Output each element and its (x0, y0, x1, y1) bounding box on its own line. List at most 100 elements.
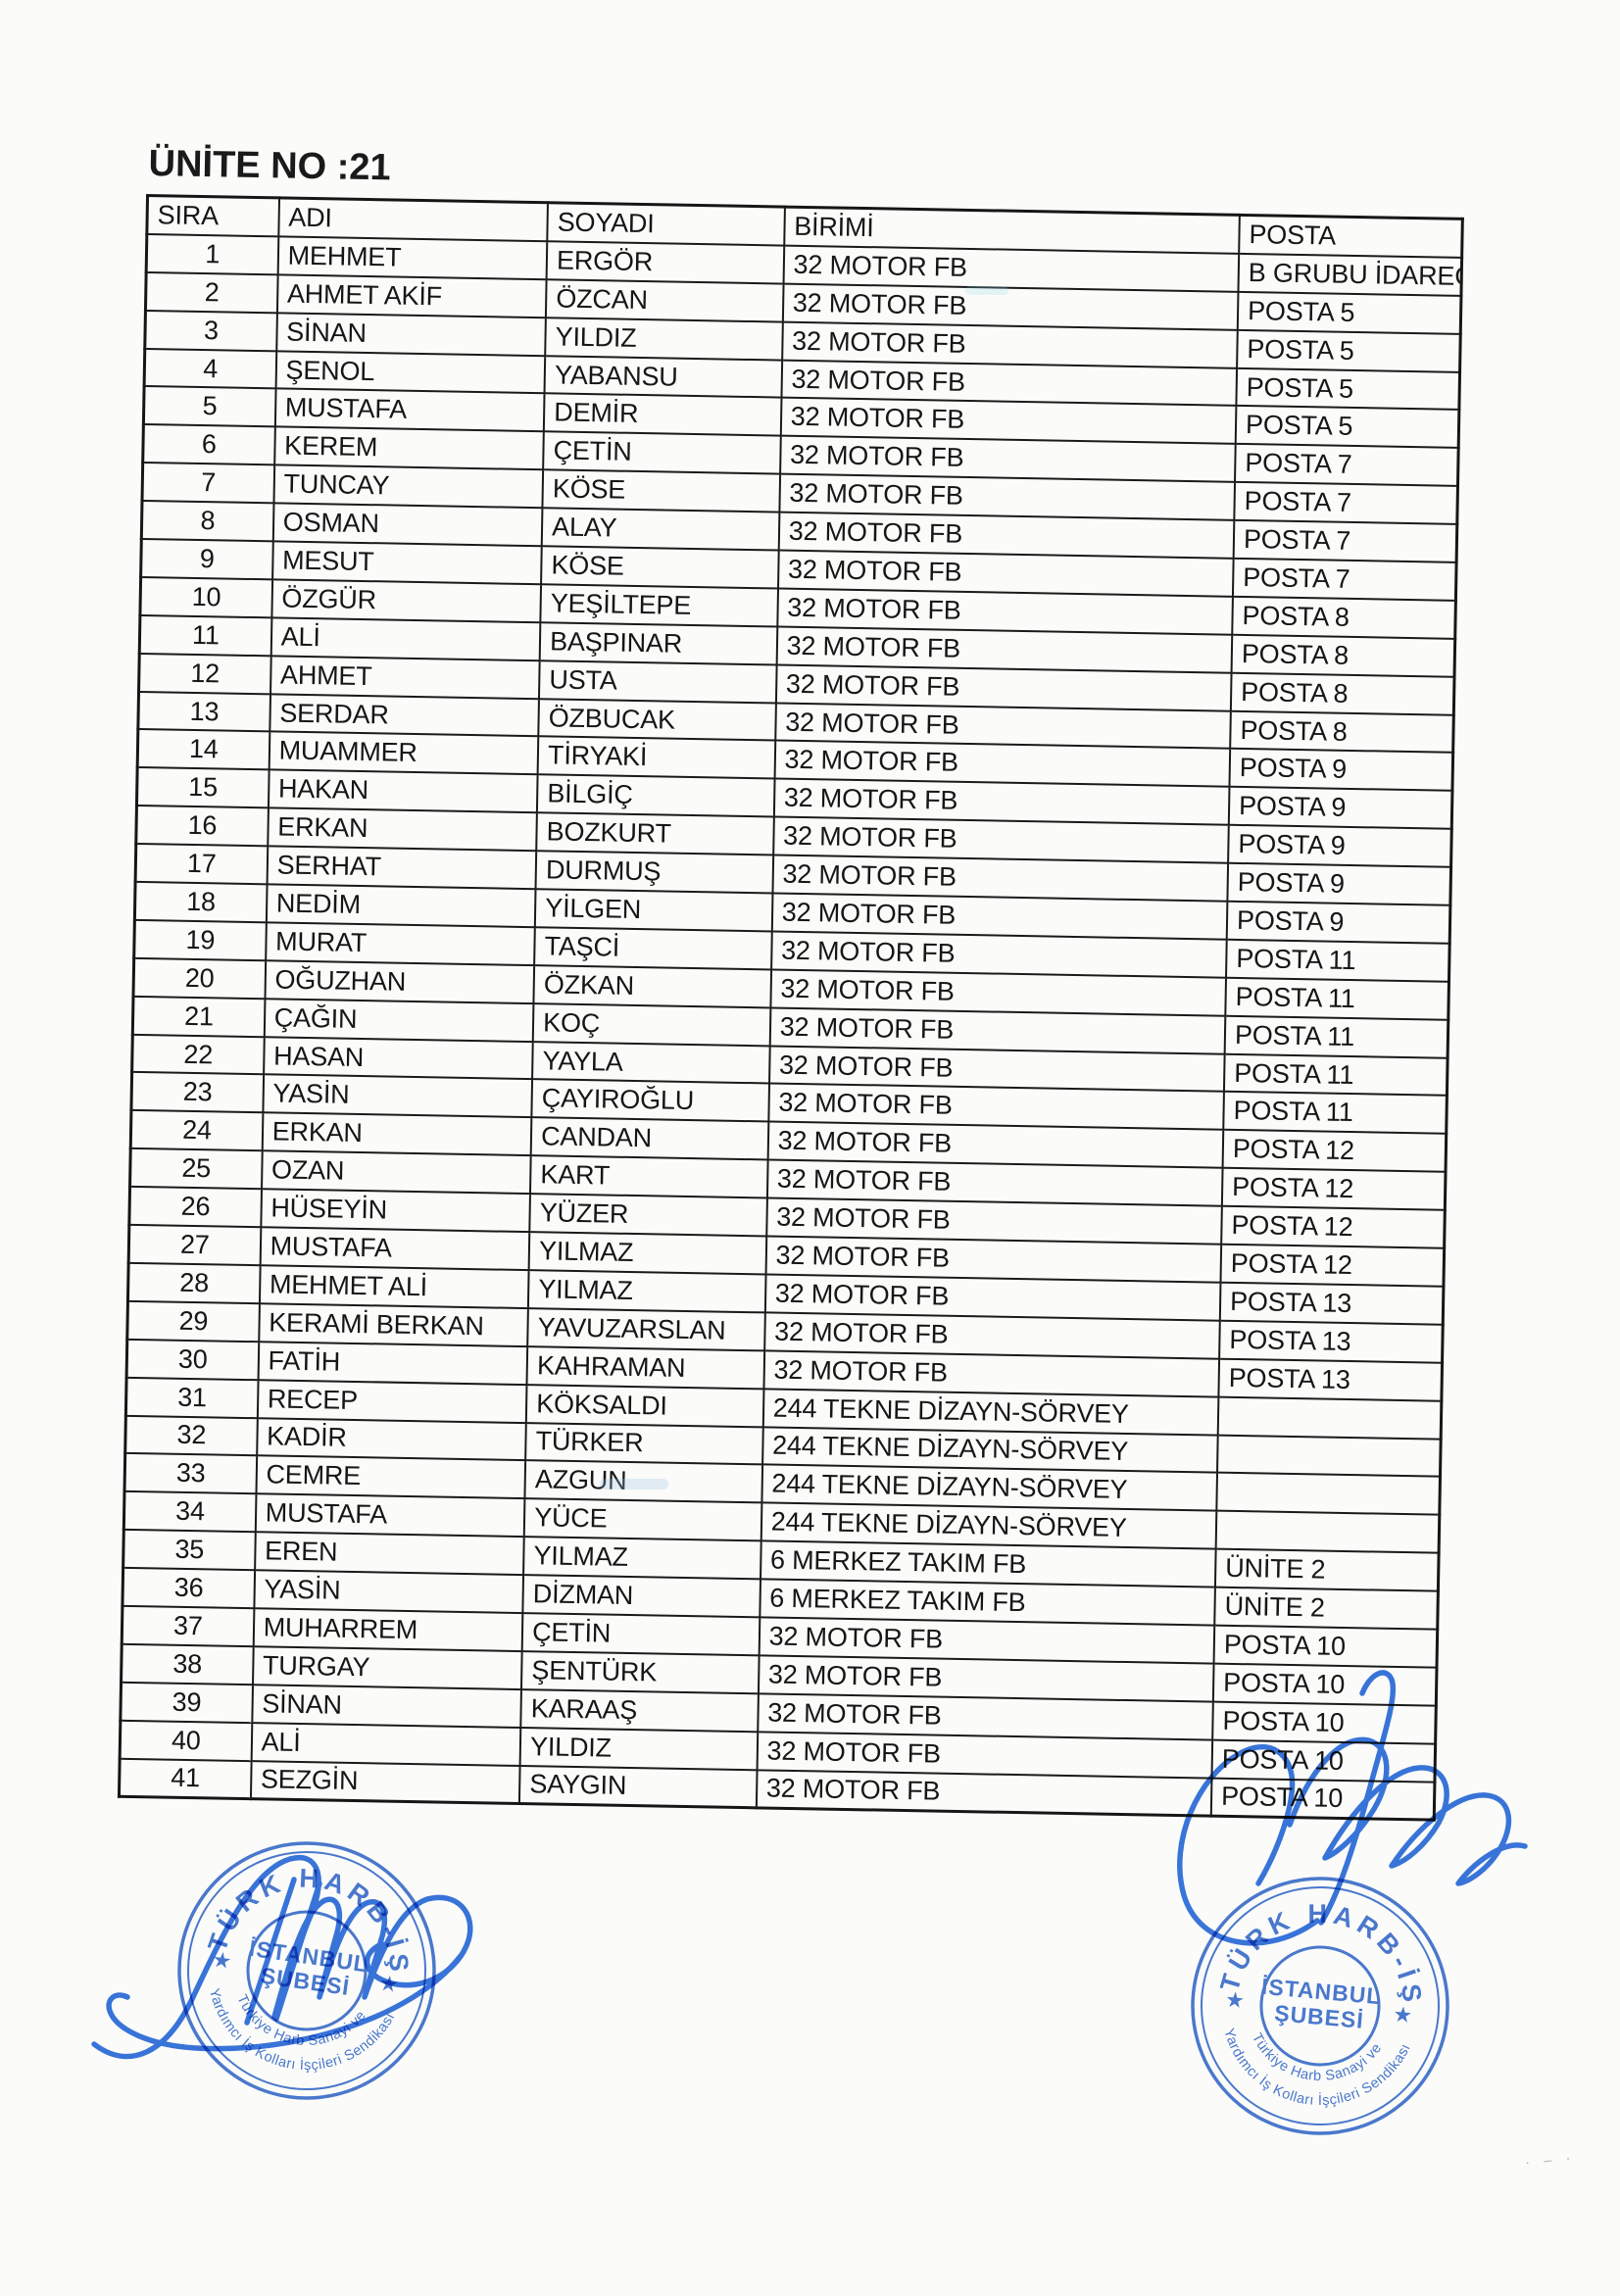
cell-soyadi: YILMAZ (528, 1270, 766, 1313)
cell-posta: ÜNİTE 2 (1214, 1587, 1439, 1630)
cell-soyadi: ÖZCAN (546, 279, 784, 322)
cell-sira: 8 (141, 501, 274, 542)
column-header-posta: POSTA (1239, 215, 1463, 258)
cell-sira: 9 (140, 538, 273, 580)
cell-soyadi: ERGÖR (546, 241, 784, 284)
cell-sira: 15 (136, 767, 270, 808)
cell-sira: 2 (145, 271, 278, 314)
cell-posta: POSTA 10 (1212, 1701, 1437, 1744)
cell-posta: POSTA 11 (1224, 1015, 1448, 1058)
cell-adi: EREN (254, 1532, 524, 1576)
cell-posta: POSTA 11 (1223, 1053, 1448, 1097)
scan-artifact (600, 1479, 668, 1490)
cell-soyadi: KÖKSALDI (525, 1384, 764, 1427)
cell-soyadi: KÖSE (542, 469, 780, 513)
cell-soyadi: KOÇ (532, 1002, 771, 1047)
cell-soyadi: BİLGİÇ (537, 774, 775, 817)
column-header-sira: SIRA (146, 195, 279, 237)
cell-adi: NEDİM (266, 884, 536, 928)
column-header-adi: ADI (278, 197, 549, 242)
cell-posta: POSTA 7 (1235, 444, 1459, 487)
scan-corner-marks: · – · (1524, 2149, 1577, 2172)
cell-sira: 33 (124, 1453, 257, 1494)
cell-soyadi: YILDIZ (519, 1727, 758, 1770)
cell-sira: 36 (122, 1567, 255, 1609)
cell-adi: MUSTAFA (260, 1227, 530, 1271)
cell-adi: ALİ (270, 617, 541, 660)
cell-sira: 22 (131, 1034, 265, 1075)
cell-sira: 35 (123, 1529, 256, 1571)
cell-adi: ALİ (251, 1722, 521, 1766)
cell-adi: SİNAN (252, 1684, 522, 1728)
cell-posta: POSTA 8 (1231, 634, 1455, 677)
cell-adi: MEHMET (277, 236, 548, 280)
cell-soyadi: ÖZKAN (533, 964, 771, 1008)
stamp-inner-ring (1259, 1945, 1381, 2067)
cell-sira: 6 (142, 424, 275, 465)
cell-soyadi: ALAY (541, 508, 780, 551)
cell-adi: YASİN (263, 1074, 533, 1118)
cell-posta: POSTA 7 (1234, 482, 1458, 524)
cell-adi: ŞENOL (275, 350, 546, 394)
cell-soyadi: ŞENTÜRK (521, 1650, 760, 1694)
cell-sira: 39 (120, 1682, 253, 1723)
cell-adi: OSMAN (272, 503, 543, 547)
cell-sira: 41 (119, 1758, 252, 1800)
cell-sira: 31 (125, 1377, 259, 1418)
cell-sira: 28 (127, 1262, 261, 1304)
cell-soyadi: DURMUŞ (535, 851, 773, 894)
scan-artifact (965, 286, 1008, 295)
cell-posta (1216, 1473, 1441, 1515)
cell-soyadi: YEŞİLTEPE (540, 584, 778, 627)
star-icon: ★ (377, 1971, 400, 1998)
cell-adi: MUHARREM (253, 1608, 523, 1651)
cell-soyadi: YÜZER (529, 1194, 767, 1237)
cell-posta (1215, 1510, 1440, 1553)
cell-adi: MESUT (271, 541, 542, 585)
cell-posta: POSTA 9 (1229, 749, 1453, 792)
cell-adi: KEREM (273, 426, 544, 470)
cell-sira: 23 (130, 1072, 264, 1113)
cell-birimi: 32 MOTOR FB (756, 1769, 1212, 1817)
cell-adi: MEHMET ALİ (259, 1265, 529, 1308)
cell-soyadi: TİRYAKİ (537, 736, 775, 779)
cell-adi: TUNCAY (273, 464, 544, 509)
cell-posta: POSTA 13 (1219, 1320, 1444, 1363)
cell-soyadi: BOZKURT (536, 812, 774, 855)
cell-sira: 10 (139, 576, 272, 618)
star-icon: ★ (211, 1947, 233, 1975)
cell-posta: POSTA 12 (1220, 1244, 1445, 1287)
cell-adi: ÖZGÜR (271, 579, 542, 623)
stamp-seal-icon: TÜRK HARB-İŞ Türkiye Harb Sanayi ve Yard… (177, 1841, 436, 2100)
cell-posta: POSTA 5 (1237, 291, 1461, 334)
cell-adi: ERKAN (262, 1112, 532, 1156)
cell-posta: POSTA 8 (1230, 672, 1455, 715)
cell-posta: POSTA 7 (1232, 558, 1457, 601)
cell-posta: POSTA 10 (1213, 1625, 1438, 1668)
cell-soyadi: TÜRKER (525, 1422, 763, 1465)
cell-adi: AHMET (270, 656, 540, 699)
cell-soyadi: YAYLA (532, 1041, 770, 1084)
cell-posta: POSTA 9 (1228, 825, 1452, 867)
cell-soyadi: YİLGEN (534, 889, 773, 932)
cell-soyadi: ÖZBUCAK (538, 698, 776, 741)
cell-posta: B GRUBU İDARECİ (1238, 253, 1462, 296)
cell-soyadi: TAŞCİ (534, 927, 772, 970)
cell-soyadi: DEMİR (543, 393, 782, 436)
star-icon: ★ (1224, 1987, 1246, 2014)
cell-adi: FATİH (258, 1341, 528, 1385)
cell-adi: SERHAT (267, 846, 537, 890)
cell-sira: 5 (143, 386, 276, 427)
cell-posta: POSTA 8 (1230, 710, 1454, 754)
cell-posta: POSTA 12 (1221, 1205, 1446, 1248)
cell-adi: AHMET AKİF (276, 274, 547, 318)
cell-sira: 32 (124, 1415, 258, 1456)
cell-soyadi: KÖSE (541, 546, 779, 589)
cell-adi: ÇAĞIN (264, 998, 534, 1042)
cell-sira: 37 (122, 1605, 255, 1647)
cell-adi: RECEP (257, 1379, 527, 1423)
cell-soyadi: KART (530, 1155, 768, 1198)
cell-adi: MUSTAFA (255, 1493, 525, 1538)
cell-sira: 38 (121, 1643, 254, 1685)
cell-soyadi: YILMAZ (528, 1232, 766, 1275)
